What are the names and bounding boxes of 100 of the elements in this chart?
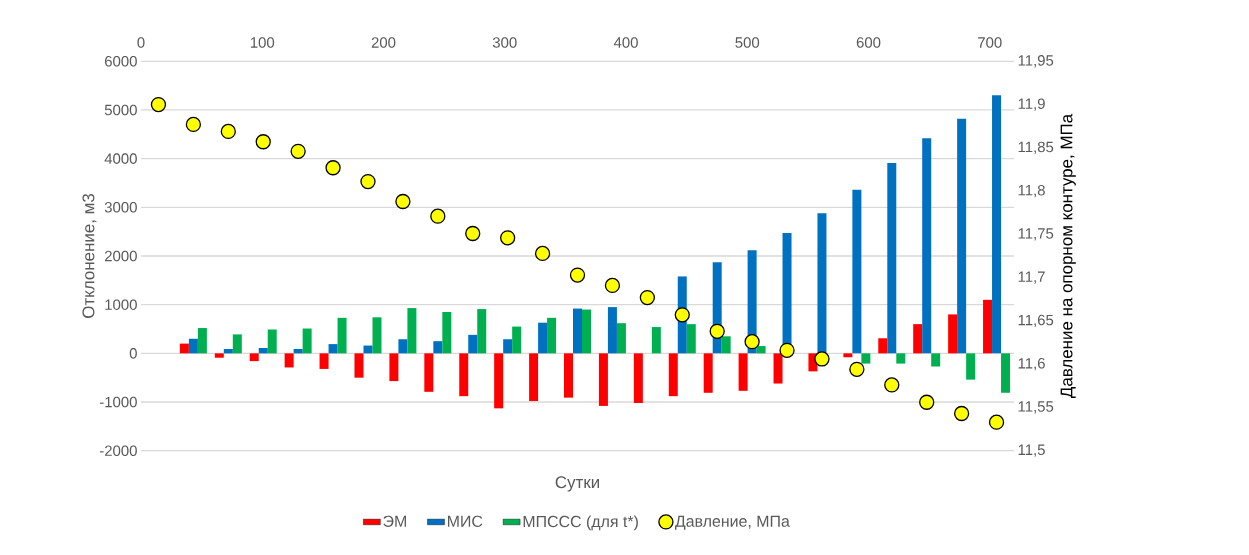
- bar: [756, 346, 766, 354]
- bar: [852, 189, 862, 354]
- bar: [721, 336, 731, 354]
- point: [639, 289, 655, 306]
- point: [988, 414, 1005, 430]
- bar: [983, 299, 993, 354]
- point: [849, 361, 865, 378]
- bar: [477, 309, 487, 354]
- bar: [267, 329, 277, 354]
- bar: [573, 308, 582, 354]
- bar: [896, 353, 906, 364]
- bar: [686, 324, 696, 354]
- bar: [372, 317, 382, 354]
- bar: [328, 344, 338, 354]
- bar: [957, 118, 967, 354]
- y-tick-label: 3000: [104, 202, 137, 213]
- bar: [407, 308, 417, 354]
- bar: [547, 317, 557, 354]
- bar: [284, 353, 294, 368]
- y2-axis-title: Давление на опорном контуре, МПа: [1060, 113, 1076, 399]
- x2-tick-label: 400: [613, 37, 638, 48]
- legend-label: МИС: [447, 515, 483, 527]
- bar: [337, 317, 347, 354]
- y2-tick-label: 11,8: [1018, 184, 1045, 198]
- point: [220, 123, 236, 140]
- point: [779, 342, 795, 358]
- y-tick-label: 1000: [105, 299, 137, 310]
- bar: [931, 353, 941, 367]
- x2-tick-label: 700: [978, 37, 1002, 48]
- bar: [703, 353, 713, 393]
- bar: [616, 323, 626, 354]
- bar: [582, 309, 591, 354]
- bar: [651, 327, 661, 354]
- bar: [529, 353, 539, 402]
- y2-tick-label: 11,7: [1018, 271, 1045, 284]
- bar: [459, 353, 469, 397]
- y2-tick-label: 11,75: [1018, 228, 1054, 241]
- bar: [197, 328, 207, 354]
- point: [674, 307, 690, 323]
- y2-tick-label: 11,85: [1018, 141, 1054, 154]
- y2-tick-label: 11,55: [1018, 401, 1054, 414]
- bar: [598, 353, 608, 406]
- x2-tick-label: 500: [735, 37, 760, 48]
- bar: [992, 95, 1002, 354]
- bar: [861, 353, 871, 364]
- bar: [633, 353, 643, 403]
- bar: [668, 353, 678, 397]
- y-tick-label: 2000: [104, 250, 137, 262]
- point: [919, 394, 935, 410]
- x-axis-title: Сутки: [555, 476, 599, 492]
- point: [150, 96, 167, 113]
- bar: [494, 353, 504, 409]
- bar: [468, 334, 478, 354]
- y-axis-title: Отклонение, м3: [82, 194, 97, 318]
- x2-tick-label: 0: [137, 37, 145, 48]
- point: [569, 267, 586, 283]
- y-tick-label: 4000: [104, 153, 137, 164]
- bar: [503, 339, 513, 354]
- y-tick-label: 0: [129, 348, 137, 359]
- bar: [188, 338, 198, 354]
- y-tick-label: 5000: [104, 104, 137, 116]
- bar: [433, 341, 443, 354]
- point: [500, 230, 516, 246]
- legend-label: Давление, МПа: [675, 515, 790, 530]
- point: [290, 143, 306, 159]
- y2-tick-label: 11,9: [1018, 98, 1045, 111]
- bar: [424, 353, 434, 392]
- bar: [538, 322, 548, 354]
- bar: [913, 324, 923, 354]
- x2-tick-label: 600: [856, 37, 881, 48]
- point: [395, 193, 411, 210]
- legend-label: МПССС (для t*): [523, 515, 638, 531]
- bar: [948, 314, 958, 354]
- point: [360, 173, 376, 190]
- y-tick-label: -2000: [99, 445, 137, 456]
- bar: [398, 339, 408, 354]
- x2-tick-label: 300: [492, 37, 517, 48]
- y2-tick-label: 11,65: [1018, 314, 1054, 328]
- bar: [232, 334, 242, 354]
- bar: [512, 326, 522, 354]
- bar: [773, 353, 783, 384]
- point: [185, 116, 202, 133]
- point: [744, 334, 760, 350]
- bar: [363, 345, 373, 354]
- y-tick-label: -1000: [99, 396, 137, 408]
- x2-tick-label: 200: [371, 37, 396, 48]
- point: [953, 405, 970, 422]
- x2-tick-label: 100: [250, 37, 275, 48]
- bar: [354, 353, 364, 378]
- bar: [258, 348, 268, 354]
- point: [465, 225, 481, 242]
- bar: [843, 353, 853, 358]
- point: [709, 323, 725, 339]
- point: [604, 277, 621, 294]
- bar: [249, 353, 259, 362]
- y-tick-label: 6000: [105, 56, 137, 67]
- bar: [442, 311, 452, 354]
- bar: [302, 328, 312, 354]
- bar: [966, 353, 976, 380]
- bar: [319, 353, 329, 369]
